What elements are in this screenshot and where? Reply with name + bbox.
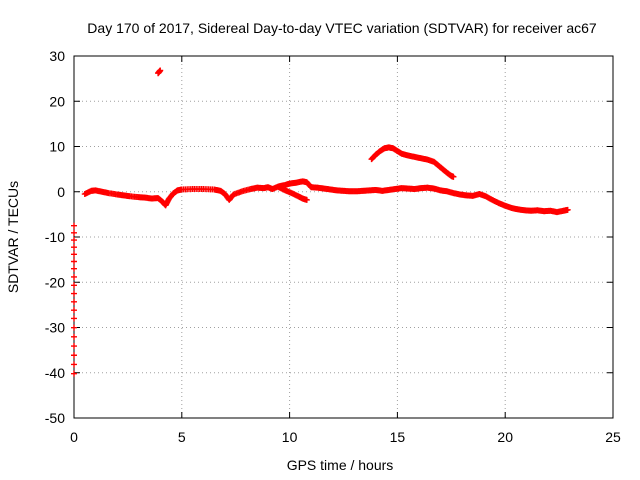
data-point <box>303 196 310 203</box>
grid-lines <box>74 56 613 418</box>
y-tick-label: 0 <box>57 184 65 200</box>
data-point <box>71 298 77 305</box>
data-series <box>71 67 571 377</box>
x-tick-label: 0 <box>70 429 78 445</box>
chart-title: Day 170 of 2017, Sidereal Day-to-day VTE… <box>87 20 597 36</box>
data-point <box>71 324 77 331</box>
series-group <box>71 67 164 377</box>
data-point <box>71 265 77 272</box>
x-tick-label: 10 <box>282 429 298 445</box>
series-group <box>275 184 310 203</box>
data-point <box>71 282 77 289</box>
data-point <box>71 222 77 229</box>
data-point <box>71 237 77 244</box>
data-point <box>71 229 77 236</box>
data-point <box>71 273 77 280</box>
axis-ticks: 30 20 10 0 -10 -20 -30 -40 -50 0 5 10 15 20 25 <box>45 48 621 445</box>
data-point <box>71 370 77 377</box>
data-point <box>71 352 77 359</box>
data-point <box>71 258 77 265</box>
x-tick-label: 5 <box>178 429 186 445</box>
y-axis-label: SDTVAR / TECUs <box>5 181 21 293</box>
y-tick-label: -20 <box>45 274 65 290</box>
data-point <box>71 244 77 251</box>
x-axis-label: GPS time / hours <box>287 457 394 473</box>
x-tick-label: 25 <box>605 429 621 445</box>
series-group <box>368 144 457 180</box>
y-tick-label: 20 <box>49 93 65 109</box>
data-point <box>71 290 77 297</box>
series-group <box>81 178 571 216</box>
x-tick-label: 15 <box>390 429 406 445</box>
y-tick-label: -50 <box>45 410 65 426</box>
y-tick-label: -10 <box>45 229 65 245</box>
data-point <box>157 67 164 74</box>
data-point <box>71 343 77 350</box>
x-tick-label: 20 <box>497 429 513 445</box>
y-tick-label: 10 <box>49 139 65 155</box>
data-point <box>71 361 77 368</box>
data-point <box>450 173 457 180</box>
data-point <box>564 206 571 213</box>
y-tick-label: -30 <box>45 320 65 336</box>
y-tick-label: -40 <box>45 365 65 381</box>
data-point <box>71 307 77 314</box>
data-point <box>71 315 77 322</box>
y-tick-label: 30 <box>49 48 65 64</box>
data-point <box>71 251 77 258</box>
data-point <box>71 333 77 340</box>
